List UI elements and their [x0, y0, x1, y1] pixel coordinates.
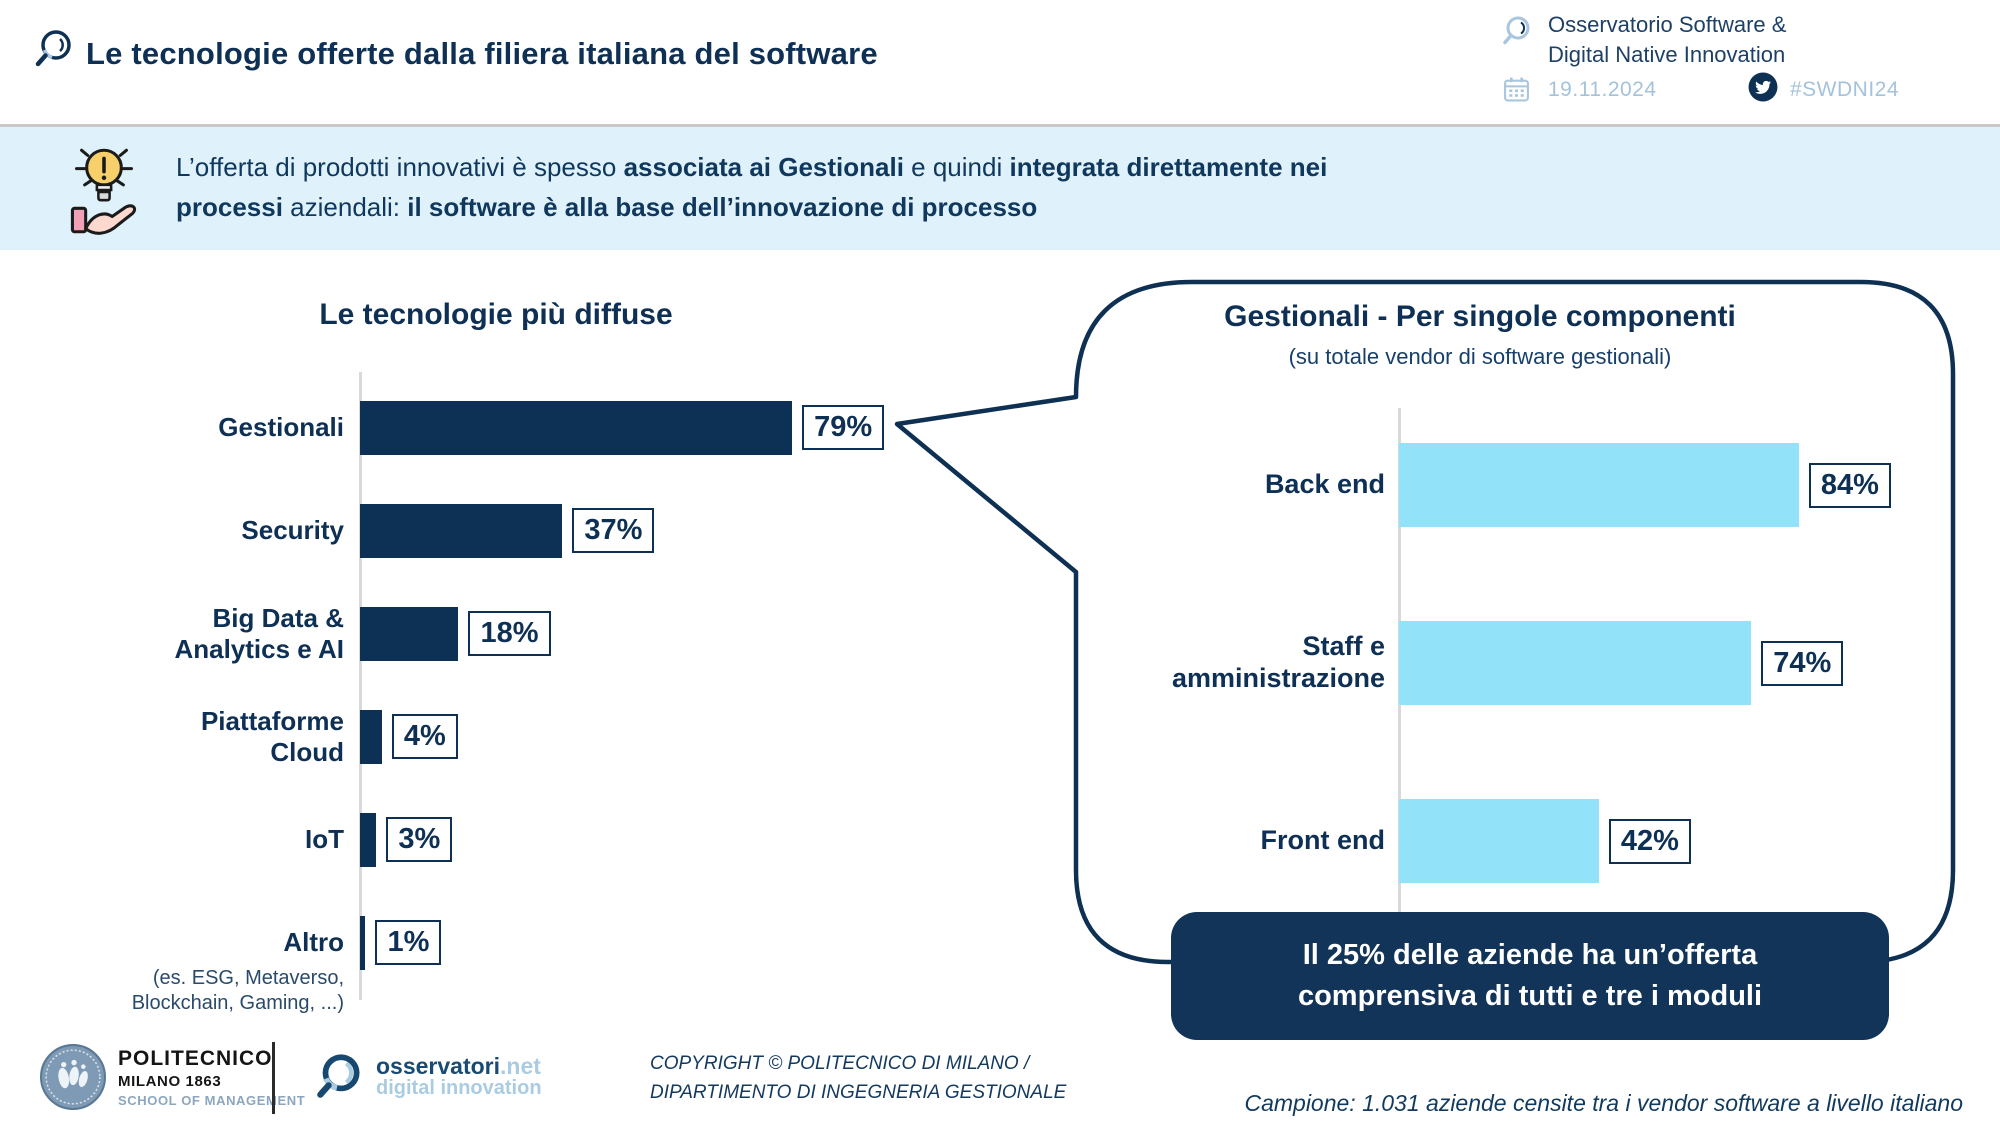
copyright: COPYRIGHT © POLITECNICO DI MILANO / DIPA… — [650, 1050, 1066, 1107]
magnifier-icon — [35, 30, 71, 67]
bar-staff-e-amministrazione — [1399, 621, 1752, 705]
politecnico-text: POLITECNICO MILANO 1863 SCHOOL OF MANAGE… — [118, 1047, 305, 1108]
banner-segment: L’offerta di prodotti innovativi è spess… — [176, 152, 624, 182]
osservatori-name-net: .net — [500, 1052, 541, 1079]
copyright-line1: COPYRIGHT © POLITECNICO DI MILANO / — [650, 1053, 1030, 1074]
left-chart: Gestionali 79% Security 37% Big Data & Analyt… — [28, 376, 888, 1014]
event-hashtag: #SWDNI24 — [1790, 78, 1900, 101]
bar-area-iot: 3% — [360, 812, 888, 867]
category-label-back-end: Back end — [1264, 469, 1385, 500]
footer-divider — [272, 1042, 275, 1114]
callout-line2: comprensiva di tutti e tre i moduli — [1297, 980, 1763, 1012]
politecnico-seal-icon — [40, 1044, 106, 1110]
chart-row-altro: Altro (es. ESG, Metaverso, Blockchain, Gam… — [28, 891, 888, 1014]
osservatori-tagline: digital innovation — [376, 1077, 542, 1100]
sample-footnote: Campione: 1.031 aziende censite tra i ve… — [1244, 1090, 1963, 1116]
osservatori-logo: osservatori.net digital innovation — [312, 1050, 542, 1104]
value-label-back-end: 84% — [1808, 462, 1891, 508]
bar-area-gestionali: 79% — [360, 400, 888, 455]
chart-row-security: Security 37% — [28, 479, 888, 582]
bar-back-end — [1399, 443, 1799, 527]
osservatori-text: osservatori.net digital innovation — [376, 1052, 542, 1100]
idea-hand-icon — [70, 148, 137, 235]
bar-security — [360, 503, 563, 558]
header: Le tecnologie offerte dalla filiera ital… — [0, 0, 2000, 124]
left-chart-title: Le tecnologie più diffuse — [319, 298, 673, 331]
chart-row-back-end: Back end 84% — [1078, 396, 1923, 574]
banner-segment: e quindi — [903, 152, 1010, 182]
banner-segment: associata ai Gestionali — [623, 152, 904, 182]
banner-segment: integrata direttamente nei — [1009, 152, 1328, 182]
observatory-magnifier-icon — [1503, 16, 1530, 45]
category-label-security: Security — [241, 515, 344, 546]
bar-area-big-data-analytics-e-ai: 18% — [360, 606, 888, 661]
bar-altro — [360, 915, 366, 970]
bar-area-altro: 1% — [360, 915, 888, 970]
callout-line1: Il 25% delle aziende ha un’offerta — [1302, 939, 1758, 972]
callout-text: Il 25% delle aziende ha un’offerta compr… — [1298, 935, 1762, 1016]
bar-iot — [360, 812, 377, 867]
value-label-big-data-analytics-e-ai: 18% — [468, 611, 551, 656]
chart-row-piattaforme-cloud: Piattaforme Cloud 4% — [28, 685, 888, 788]
chart-row-front-end: Front end 42% — [1078, 752, 1923, 930]
category-label-front-end: Front end — [1260, 825, 1385, 856]
category-label-staff-e-amministrazione: Staff e amministrazione — [1171, 631, 1385, 693]
bar-area-piattaforme-cloud: 4% — [360, 709, 888, 764]
banner-segment: processi — [176, 192, 283, 222]
key-message-banner: L’offerta di prodotti innovativi è spess… — [0, 124, 2000, 250]
value-label-altro: 1% — [375, 920, 442, 965]
bar-front-end — [1399, 799, 1599, 883]
value-label-piattaforme-cloud: 4% — [391, 714, 458, 759]
calendar-icon — [1504, 77, 1529, 102]
twitter-icon — [1748, 72, 1778, 102]
bar-area-back-end: 84% — [1399, 443, 1923, 527]
observatory-name-line1: Osservatorio Software & — [1548, 12, 1787, 37]
politecnico-name: POLITECNICO — [118, 1046, 273, 1070]
category-label-altro: Altro (es. ESG, Metaverso, Blockchain, Gam… — [28, 927, 344, 1014]
observatory-name: Osservatorio Software & Digital Native I… — [1548, 10, 1786, 70]
politecnico-logo: POLITECNICO MILANO 1863 SCHOOL OF MANAGE… — [40, 1044, 305, 1110]
value-label-staff-e-amministrazione: 74% — [1761, 640, 1844, 686]
value-label-iot: 3% — [386, 817, 453, 862]
copyright-line2: DIPARTIMENTO DI INGEGNERIA GESTIONALE — [650, 1081, 1067, 1103]
banner-segment: il software è alla base dell’innovazione… — [407, 192, 1038, 222]
chart-row-staff-e-amministrazione: Staff e amministrazione 74% — [1078, 574, 1923, 752]
bar-big-data-analytics-e-ai — [360, 606, 459, 661]
chart-row-big-data-analytics-e-ai: Big Data & Analytics e AI 18% — [28, 582, 888, 685]
page-title: Le tecnologie offerte dalla filiera ital… — [86, 36, 878, 71]
bar-gestionali — [360, 400, 793, 455]
bar-area-security: 37% — [360, 503, 888, 558]
category-label-big-data-analytics-e-ai: Big Data & Analytics e AI — [174, 602, 344, 664]
banner-segment: aziendali: — [282, 192, 408, 222]
left-chart-axis — [359, 372, 362, 1000]
callout-box: Il 25% delle aziende ha un’offerta compr… — [1171, 912, 1889, 1040]
bar-piattaforme-cloud — [360, 709, 382, 764]
politecnico-school: SCHOOL OF MANAGEMENT — [118, 1092, 306, 1108]
osservatori-name: osservatori.net — [376, 1052, 542, 1079]
right-chart-subtitle: (su totale vendor di software gestionali… — [1288, 344, 1672, 369]
chart-row-iot: IoT 3% — [28, 788, 888, 891]
value-label-security: 37% — [572, 508, 655, 553]
bar-area-front-end: 42% — [1399, 799, 1923, 883]
bar-area-staff-e-amministrazione: 74% — [1399, 621, 1923, 705]
politecnico-city: MILANO 1863 — [118, 1072, 222, 1090]
chart-row-gestionali: Gestionali 79% — [28, 376, 888, 479]
key-message-text: L’offerta di prodotti innovativi è spess… — [176, 147, 1327, 227]
osservatori-name-main: osservatori — [376, 1052, 501, 1079]
osservatori-magnifier-icon — [317, 1054, 360, 1098]
category-label-gestionali: Gestionali — [218, 412, 344, 443]
category-label-piattaforme-cloud: Piattaforme Cloud — [200, 705, 344, 767]
observatory-name-line2: Digital Native Innovation — [1548, 42, 1786, 67]
value-label-front-end: 42% — [1608, 818, 1691, 864]
category-label-iot: IoT — [305, 824, 344, 855]
right-chart: Back end 84% Staff e amministrazione 74% Fron… — [1078, 396, 1923, 930]
category-note-altro: (es. ESG, Metaverso, Blockchain, Gaming, … — [131, 966, 344, 1014]
event-date: 19.11.2024 — [1548, 78, 1657, 101]
value-label-gestionali: 79% — [802, 405, 885, 450]
right-chart-title: Gestionali - Per singole componenti — [1224, 300, 1736, 333]
